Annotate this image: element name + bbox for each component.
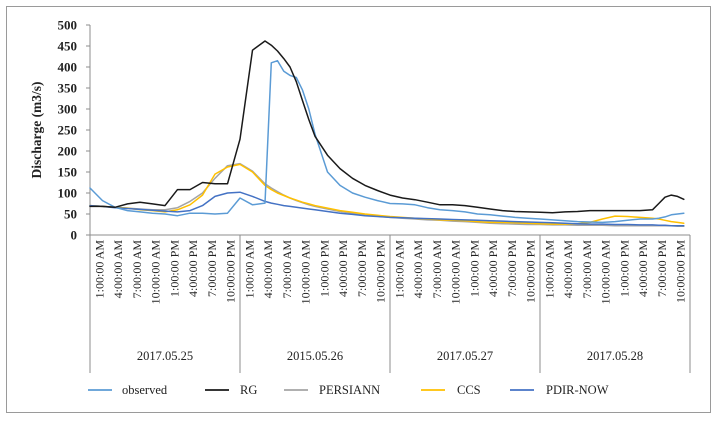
x-tick-label: 4:00:00 AM xyxy=(261,240,275,299)
x-tick-label: 4:00:00 PM xyxy=(486,240,500,297)
x-tick-label: 1:00:00 PM xyxy=(167,240,181,297)
legend-item-persiann: PERSIANN xyxy=(284,383,380,397)
x-tick-label: 1:00:00 PM xyxy=(317,240,331,297)
x-tick-label: 1:00:00 AM xyxy=(542,240,556,299)
legend-label-pdir: PDIR-NOW xyxy=(546,383,609,397)
x-tick-label: 1:00:00 PM xyxy=(617,240,631,297)
y-tick-label: 450 xyxy=(58,39,78,54)
x-tick-label: 7:00:00 AM xyxy=(280,240,294,299)
x-tick-label: 10:00:00 AM xyxy=(599,240,613,305)
x-tick-label: 7:00:00 AM xyxy=(580,240,594,299)
legend-label-observed: observed xyxy=(122,383,168,397)
x-tick-label: 4:00:00 PM xyxy=(186,240,200,297)
x-axis-ticks: 1:00:00 AM 4:00:00 AM 7:00:00 AM 10:00:00 A… xyxy=(92,240,687,305)
y-tick-label: 350 xyxy=(58,81,78,96)
y-tick-label: 250 xyxy=(58,123,78,138)
x-tick-label: 1:00:00 AM xyxy=(242,240,256,299)
x-tick-label: 7:00:00 PM xyxy=(205,240,219,297)
date-group-label: 2017.05.25 xyxy=(137,349,193,363)
x-tick-label: 1:00:00 PM xyxy=(467,240,481,297)
legend-item-ccs: CCS xyxy=(421,383,481,397)
y-tick-label: 400 xyxy=(58,60,78,75)
x-tick-label: 10:00:00 PM xyxy=(374,240,388,303)
x-tick-label: 10:00:00 PM xyxy=(674,240,688,303)
date-group-label: 2017.05.28 xyxy=(587,349,643,363)
x-tick-label: 10:00:00 PM xyxy=(224,240,238,303)
series-line-ccs xyxy=(89,163,685,225)
x-tick-label: 10:00:00 AM xyxy=(299,240,313,305)
y-tick-label: 100 xyxy=(58,186,78,201)
y-tick-label: 200 xyxy=(58,144,78,159)
date-group-label: 2017.05.27 xyxy=(437,349,493,363)
x-tick-label: 7:00:00 PM xyxy=(505,240,519,297)
series-line-rg xyxy=(89,40,685,214)
x-tick-label: 4:00:00 AM xyxy=(411,240,425,299)
y-axis-label: Discharge (m3/s) xyxy=(29,81,44,178)
legend-label-persiann: PERSIANN xyxy=(319,383,380,397)
x-tick-label: 10:00:00 PM xyxy=(524,240,538,303)
series-line-pdirnow xyxy=(89,191,685,227)
y-tick-label: 150 xyxy=(58,165,78,180)
y-axis-ticks: 0 50 100 150 200 250 300 350 400 450 500 xyxy=(58,18,90,243)
x-tick-label: 7:00:00 AM xyxy=(430,240,444,299)
legend-label-ccs: CCS xyxy=(457,383,481,397)
x-tick-label: 10:00:00 AM xyxy=(449,240,463,305)
date-group-label: 2015.05.26 xyxy=(287,349,343,363)
legend-item-observed: observed xyxy=(88,383,168,397)
x-tick-label: 4:00:00 PM xyxy=(636,240,650,297)
x-tick-label: 1:00:00 AM xyxy=(92,240,106,299)
series-lines xyxy=(89,40,685,227)
y-tick-label: 50 xyxy=(64,207,77,222)
x-tick-label: 4:00:00 PM xyxy=(336,240,350,297)
y-tick-label: 0 xyxy=(71,228,78,243)
legend-item-pdir: PDIR-NOW xyxy=(510,383,609,397)
legend: observed RG PERSIANN CCS PDIR-NOW xyxy=(88,383,609,397)
x-tick-label: 7:00:00 PM xyxy=(355,240,369,297)
y-tick-label: 500 xyxy=(58,18,78,33)
x-tick-label: 4:00:00 AM xyxy=(561,240,575,299)
legend-label-rg: RG xyxy=(240,383,257,397)
x-tick-label: 7:00:00 PM xyxy=(655,240,669,297)
x-tick-label: 1:00:00 AM xyxy=(392,240,406,299)
date-groups: 2017.05.25 2015.05.26 2017.05.27 2017.05.28 xyxy=(89,235,691,373)
x-tick-label: 7:00:00 AM xyxy=(130,240,144,299)
x-tick-label: 10:00:00 AM xyxy=(149,240,163,305)
y-tick-label: 300 xyxy=(58,102,78,117)
chart-frame xyxy=(6,6,711,413)
x-tick-label: 4:00:00 AM xyxy=(111,240,125,299)
legend-item-rg: RG xyxy=(205,383,257,397)
series-line-observed xyxy=(89,59,685,224)
